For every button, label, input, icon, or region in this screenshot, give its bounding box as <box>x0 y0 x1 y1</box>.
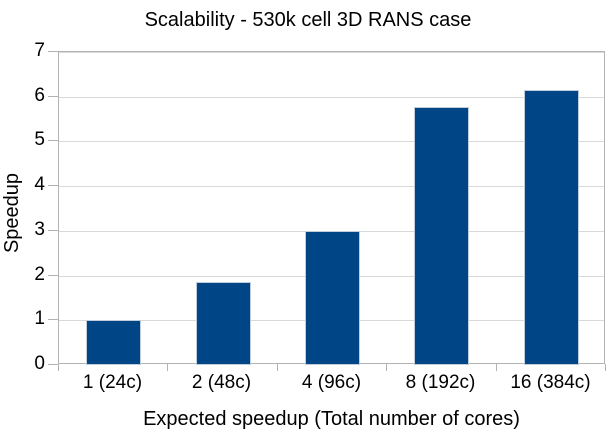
y-tick-label: 7 <box>34 40 45 61</box>
y-tick-mark <box>48 230 58 231</box>
x-category-label: 4 (96c) <box>301 372 362 393</box>
bar <box>196 282 251 365</box>
x-category-label: 2 (48c) <box>191 372 252 393</box>
gridline <box>59 97 604 98</box>
y-tick-label: 5 <box>34 129 45 150</box>
x-tick-mark <box>277 364 278 371</box>
bar <box>86 320 141 365</box>
y-tick-mark <box>48 140 58 141</box>
x-category-label: 8 (192c) <box>405 372 476 393</box>
bar <box>305 231 360 365</box>
x-tick-mark <box>496 364 497 371</box>
chart-title: Scalability - 530k cell 3D RANS case <box>144 9 472 31</box>
y-tick-label: 0 <box>34 353 45 374</box>
x-axis-title: Expected speedup (Total number of cores) <box>143 408 520 430</box>
gridline <box>59 141 604 142</box>
x-tick-mark <box>167 364 168 371</box>
gridline <box>59 52 604 53</box>
y-tick-mark <box>48 96 58 97</box>
gridline <box>59 186 604 187</box>
y-tick-label: 4 <box>34 174 45 195</box>
x-category-label: 1 (24c) <box>82 372 143 393</box>
x-tick-mark <box>386 364 387 371</box>
x-tick-mark <box>58 364 59 371</box>
y-tick-mark <box>48 185 58 186</box>
y-tick-label: 2 <box>34 264 45 285</box>
y-tick-mark <box>48 364 58 365</box>
bar <box>414 107 469 365</box>
x-category-label: 16 (384c) <box>510 372 591 393</box>
y-tick-mark <box>48 51 58 52</box>
y-tick-label: 3 <box>34 219 45 240</box>
y-tick-mark <box>48 319 58 320</box>
y-tick-mark <box>48 275 58 276</box>
y-tick-label: 1 <box>34 308 45 329</box>
x-tick-mark <box>605 364 606 371</box>
bar <box>524 90 579 365</box>
plot-area <box>58 51 605 365</box>
y-tick-label: 6 <box>34 85 45 106</box>
